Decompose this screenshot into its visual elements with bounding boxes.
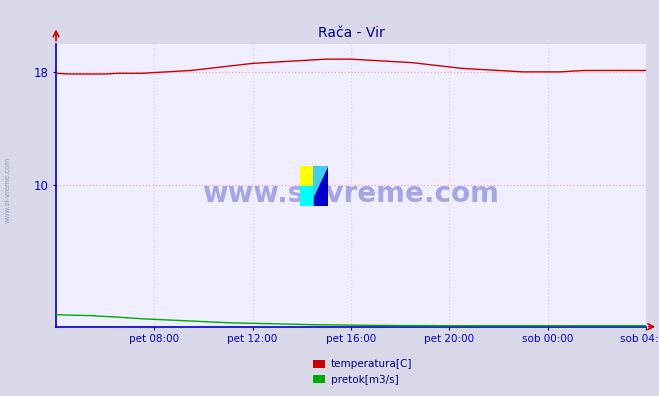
Bar: [300, 166, 314, 186]
Legend: temperatura[C], pretok[m3/s]: temperatura[C], pretok[m3/s]: [308, 355, 416, 389]
Bar: [314, 166, 328, 206]
Bar: [300, 186, 314, 206]
Title: Rača - Vir: Rača - Vir: [318, 26, 384, 40]
Text: www.si-vreme.com: www.si-vreme.com: [5, 157, 11, 223]
Polygon shape: [314, 166, 328, 196]
Text: www.si-vreme.com: www.si-vreme.com: [202, 180, 500, 208]
